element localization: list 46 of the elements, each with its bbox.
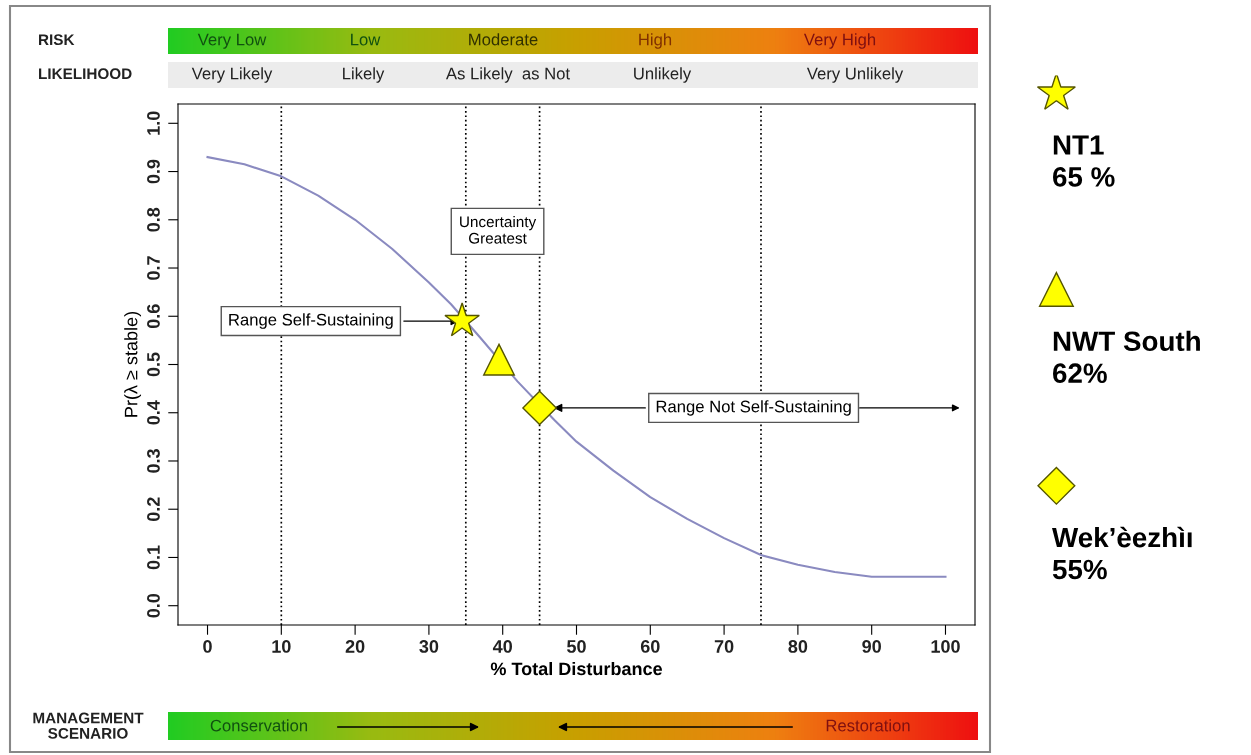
y-tick-label: 0.1	[147, 545, 160, 570]
x-tick-label: 0	[203, 640, 212, 653]
x-tick-label: 90	[862, 640, 881, 653]
x-axis-title: % Total Disturbance	[490, 661, 663, 676]
text: Moderate	[469, 33, 538, 46]
line-series	[206, 156, 947, 578]
y-tick-label: 0.6	[147, 304, 160, 329]
y-tick-label: 0.7	[147, 256, 160, 280]
legend-label: NT1 65 %	[1053, 135, 1115, 187]
annotation: Uncertainty Greatest	[460, 216, 537, 244]
y-tick-label: 0.5	[147, 352, 160, 377]
text: Very High	[803, 33, 876, 49]
x-tick-label: 100	[931, 640, 960, 653]
x-tick-label: 50	[567, 640, 586, 653]
text: Restoration	[826, 719, 910, 732]
text: RISK	[39, 34, 75, 46]
annotation: Range Self-Sustaining	[229, 313, 393, 329]
x-tick-label: 80	[788, 640, 808, 653]
y-tick-label: 0.4	[147, 400, 160, 425]
text: LIKELIHOOD	[39, 68, 132, 80]
y-tick-label: 0.8	[147, 207, 160, 232]
y-axis-title: Pr(λ ≥ stable)	[124, 312, 142, 417]
text: MANAGEMENT SCENARIO	[33, 712, 144, 739]
text: As Likely as Not	[445, 67, 570, 83]
text: Low	[351, 33, 381, 46]
y-tick-label: 0.2	[147, 497, 160, 522]
x-tick-label: 70	[714, 640, 734, 653]
y-tick-label: 1.0	[147, 111, 160, 135]
text: Very Low	[197, 33, 267, 49]
text: Very Likely	[191, 67, 273, 83]
text: Conservation	[210, 719, 308, 732]
x-tick-label: 20	[345, 640, 365, 653]
text: Unlikely	[634, 67, 692, 83]
x-tick-label: 30	[419, 640, 439, 653]
x-tick-label: 10	[272, 640, 291, 653]
text: High	[639, 33, 672, 49]
y-tick-label: 0.0	[147, 593, 160, 618]
annotation: Range Not Self-Sustaining	[656, 400, 851, 416]
text: Likely	[343, 67, 385, 83]
text: Very Unlikely	[806, 67, 904, 83]
legend-label: Wek’èezhìı 55%	[1052, 526, 1192, 580]
legend-label: NWT South 62%	[1053, 330, 1200, 384]
y-tick-label: 0.9	[147, 159, 160, 184]
x-tick-label: 40	[492, 640, 513, 653]
y-tick-label: 0.3	[147, 449, 160, 473]
x-tick-label: 60	[640, 640, 660, 653]
